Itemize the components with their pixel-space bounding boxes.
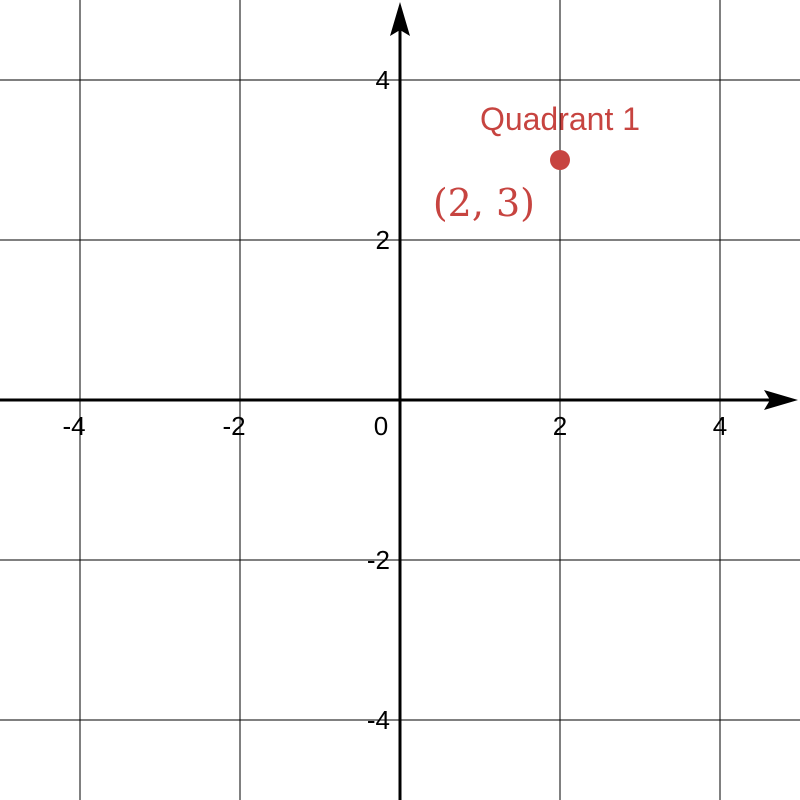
x-tick-label: -2: [222, 411, 245, 441]
points: Quadrant 1 (2, 3): [433, 101, 640, 225]
x-tick-label: 4: [713, 411, 727, 441]
data-point: [550, 150, 570, 170]
x-tick-label: 2: [553, 411, 567, 441]
y-tick-label: -4: [367, 705, 390, 735]
y-tick-label: -2: [367, 545, 390, 575]
x-axis-arrow-icon: [764, 390, 798, 410]
x-tick-label: -4: [62, 411, 85, 441]
y-tick-label: 4: [376, 65, 390, 95]
y-tick-label: 2: [376, 225, 390, 255]
y-axis-arrow-icon: [390, 2, 410, 36]
origin-label: 0: [374, 411, 388, 441]
tick-labels: 0 -4 -2 2 4 4 2 -2 -4: [62, 65, 727, 735]
point-coordinates: (2, 3): [433, 181, 535, 225]
point-label: Quadrant 1: [480, 101, 640, 137]
